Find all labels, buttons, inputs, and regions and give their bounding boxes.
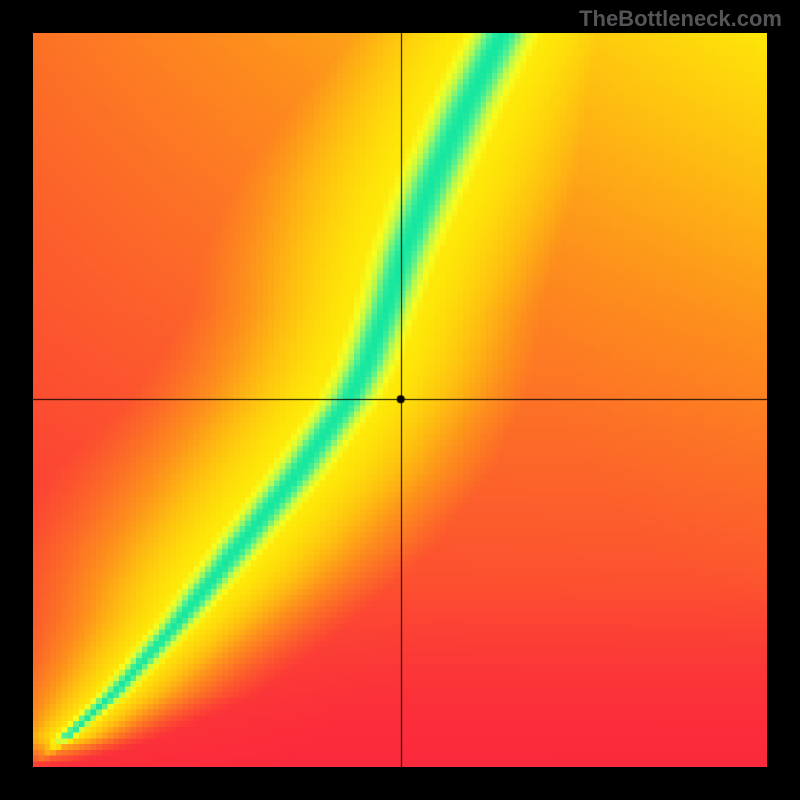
watermark-text: TheBottleneck.com [579, 6, 782, 32]
heatmap-canvas [33, 33, 767, 767]
chart-container: TheBottleneck.com [0, 0, 800, 800]
